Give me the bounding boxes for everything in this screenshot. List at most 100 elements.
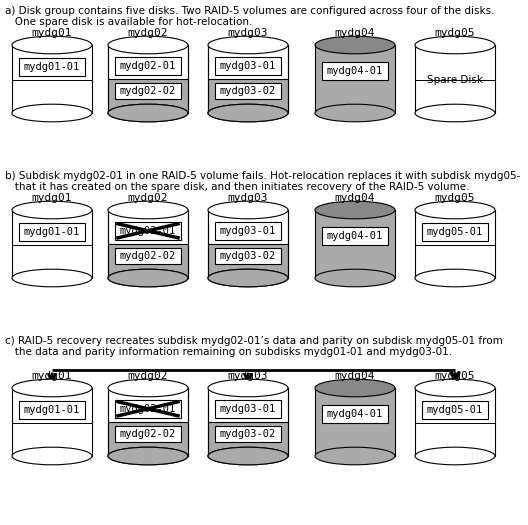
Bar bbox=[215, 248, 281, 264]
Bar bbox=[12, 210, 92, 278]
Ellipse shape bbox=[108, 201, 188, 219]
Ellipse shape bbox=[12, 36, 92, 54]
Bar bbox=[215, 400, 281, 418]
Ellipse shape bbox=[208, 104, 288, 122]
Text: mydg04-01: mydg04-01 bbox=[327, 66, 383, 76]
Bar bbox=[415, 388, 495, 456]
Ellipse shape bbox=[108, 269, 188, 287]
Ellipse shape bbox=[108, 269, 188, 287]
Bar bbox=[115, 57, 181, 75]
Text: mydg03: mydg03 bbox=[228, 371, 268, 381]
Ellipse shape bbox=[12, 201, 92, 219]
Ellipse shape bbox=[108, 447, 188, 465]
Ellipse shape bbox=[415, 201, 495, 219]
Ellipse shape bbox=[208, 269, 288, 287]
Text: Spare Disk: Spare Disk bbox=[427, 76, 483, 86]
Ellipse shape bbox=[208, 201, 288, 219]
Text: mydg01-01: mydg01-01 bbox=[24, 227, 80, 237]
Text: mydg04: mydg04 bbox=[335, 371, 375, 381]
Ellipse shape bbox=[315, 36, 395, 54]
Text: mydg04-01: mydg04-01 bbox=[327, 409, 383, 419]
Bar bbox=[215, 222, 281, 240]
Ellipse shape bbox=[208, 36, 288, 54]
Text: a) Disk group contains five disks. Two RAID-5 volumes are configured across four: a) Disk group contains five disks. Two R… bbox=[5, 6, 495, 16]
Bar bbox=[215, 83, 281, 99]
Ellipse shape bbox=[415, 104, 495, 122]
Bar bbox=[422, 223, 488, 241]
Text: mydg01-01: mydg01-01 bbox=[24, 405, 80, 415]
Text: mydg02: mydg02 bbox=[128, 28, 168, 38]
Ellipse shape bbox=[108, 447, 188, 465]
Bar bbox=[19, 223, 85, 241]
Text: mydg01: mydg01 bbox=[32, 193, 72, 203]
Ellipse shape bbox=[12, 269, 92, 287]
Ellipse shape bbox=[108, 36, 188, 54]
Bar bbox=[215, 426, 281, 442]
Text: c) RAID-5 recovery recreates subdisk mydg02-01’s data and parity on subdisk mydg: c) RAID-5 recovery recreates subdisk myd… bbox=[5, 336, 503, 346]
Bar bbox=[108, 210, 188, 278]
Bar bbox=[315, 210, 395, 278]
Text: mydg04-01: mydg04-01 bbox=[327, 231, 383, 241]
Ellipse shape bbox=[208, 379, 288, 397]
Ellipse shape bbox=[208, 104, 288, 122]
Text: mydg01: mydg01 bbox=[32, 28, 72, 38]
Bar bbox=[322, 405, 388, 423]
Text: mydg02: mydg02 bbox=[128, 193, 168, 203]
Text: mydg02-02: mydg02-02 bbox=[120, 429, 176, 439]
Text: mydg03-01: mydg03-01 bbox=[220, 61, 276, 71]
Bar bbox=[19, 401, 85, 419]
Text: mydg02-02: mydg02-02 bbox=[120, 251, 176, 261]
Text: mydg01-01: mydg01-01 bbox=[24, 62, 80, 72]
Bar bbox=[322, 227, 388, 245]
Bar bbox=[415, 45, 495, 113]
Ellipse shape bbox=[108, 104, 188, 122]
Bar bbox=[208, 210, 288, 278]
Ellipse shape bbox=[415, 447, 495, 465]
Text: mydg05: mydg05 bbox=[435, 193, 475, 203]
Bar bbox=[315, 45, 395, 113]
Ellipse shape bbox=[315, 447, 395, 465]
Text: mydg02-01: mydg02-01 bbox=[120, 226, 176, 236]
Bar bbox=[108, 388, 188, 456]
Text: mydg02-01: mydg02-01 bbox=[120, 61, 176, 71]
Bar bbox=[208, 388, 288, 456]
Text: mydg03-02: mydg03-02 bbox=[220, 251, 276, 261]
Text: mydg03-02: mydg03-02 bbox=[220, 86, 276, 96]
Ellipse shape bbox=[415, 36, 495, 54]
Text: mydg05-01: mydg05-01 bbox=[427, 405, 483, 415]
Text: mydg03: mydg03 bbox=[228, 28, 268, 38]
Text: mydg02: mydg02 bbox=[128, 371, 168, 381]
Bar bbox=[12, 45, 92, 113]
Text: mydg03: mydg03 bbox=[228, 193, 268, 203]
Text: mydg05: mydg05 bbox=[435, 28, 475, 38]
Bar bbox=[322, 62, 388, 80]
Text: mydg03-01: mydg03-01 bbox=[220, 226, 276, 236]
Text: mydg04: mydg04 bbox=[335, 193, 375, 203]
Bar bbox=[115, 426, 181, 442]
Ellipse shape bbox=[208, 447, 288, 465]
Ellipse shape bbox=[208, 269, 288, 287]
Ellipse shape bbox=[208, 447, 288, 465]
Text: mydg05: mydg05 bbox=[435, 371, 475, 381]
Bar bbox=[315, 388, 395, 456]
Text: mydg03-01: mydg03-01 bbox=[220, 404, 276, 414]
Ellipse shape bbox=[415, 379, 495, 397]
Ellipse shape bbox=[108, 104, 188, 122]
Bar bbox=[215, 57, 281, 75]
Bar bbox=[19, 58, 85, 76]
Bar bbox=[422, 401, 488, 419]
Ellipse shape bbox=[315, 379, 395, 397]
Text: mydg05-01: mydg05-01 bbox=[427, 227, 483, 237]
Bar bbox=[208, 422, 288, 457]
Ellipse shape bbox=[108, 379, 188, 397]
Ellipse shape bbox=[415, 269, 495, 287]
Text: that it has created on the spare disk, and then initiates recovery of the RAID-5: that it has created on the spare disk, a… bbox=[5, 182, 469, 192]
Bar bbox=[108, 244, 188, 279]
Bar bbox=[115, 83, 181, 99]
Text: mydg01: mydg01 bbox=[32, 371, 72, 381]
Text: mydg02-01: mydg02-01 bbox=[120, 404, 176, 414]
Bar bbox=[208, 45, 288, 113]
Bar bbox=[108, 79, 188, 114]
Bar bbox=[208, 79, 288, 114]
Bar bbox=[108, 45, 188, 113]
